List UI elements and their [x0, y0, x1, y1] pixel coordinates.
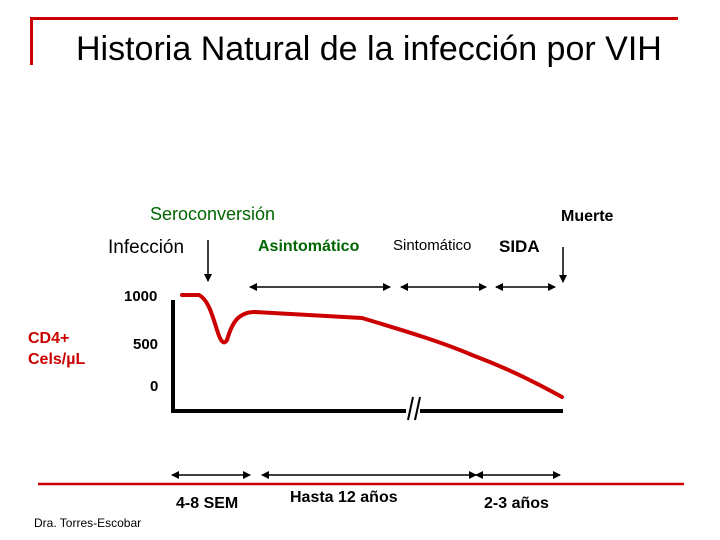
label-asintomatico: Asintomático: [258, 238, 360, 255]
y-tick-500: 500: [133, 336, 159, 353]
duration-label-1: 4-8 SEM: [176, 495, 239, 512]
label-seroconversion: Seroconversión: [150, 204, 276, 224]
frame-left-accent: [30, 17, 33, 65]
frame-top-accent: [30, 17, 678, 20]
author-credit: Dra. Torres-Escobar: [34, 516, 142, 530]
y-axis-label-line2: Cels/µL: [28, 351, 86, 368]
label-sida: SIDA: [499, 237, 540, 256]
label-muerte: Muerte: [561, 208, 614, 225]
cd4-curve: [180, 293, 564, 399]
axis-break-mark-2: [414, 396, 421, 421]
y-tick-1000: 1000: [124, 288, 158, 305]
label-sintomatico: Sintomático: [393, 237, 472, 254]
slide-title: Historia Natural de la infección por VIH: [76, 30, 662, 68]
y-tick-0: 0: [150, 378, 159, 395]
duration-label-3: 2-3 años: [484, 495, 549, 512]
axis-break-mark-1: [407, 396, 414, 421]
duration-label-2: Hasta 12 años: [290, 489, 398, 506]
y-axis-label-line1: CD4+: [28, 330, 70, 347]
label-infeccion: Infección: [108, 237, 185, 258]
